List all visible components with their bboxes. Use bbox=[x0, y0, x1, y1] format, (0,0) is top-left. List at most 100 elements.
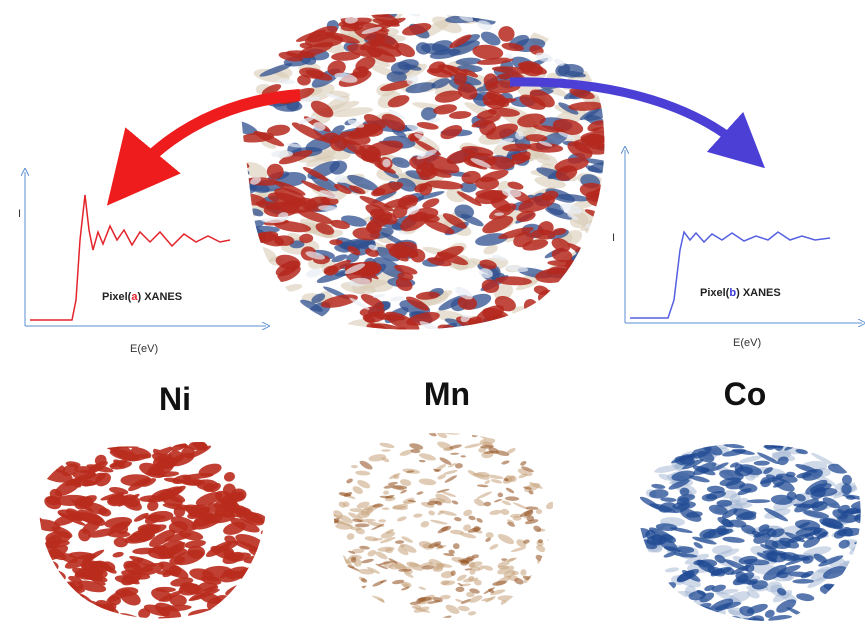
speckle bbox=[443, 469, 458, 476]
speckle bbox=[483, 565, 494, 572]
speckle bbox=[42, 568, 67, 584]
speckle bbox=[483, 12, 518, 19]
speckle bbox=[361, 558, 374, 564]
y-label: I bbox=[18, 208, 21, 220]
speckle bbox=[587, 242, 600, 247]
speckle bbox=[489, 509, 502, 516]
speckle bbox=[842, 475, 852, 485]
speckle bbox=[473, 497, 486, 507]
speckle bbox=[633, 540, 644, 546]
speckle bbox=[778, 439, 793, 447]
speckle bbox=[188, 608, 221, 621]
speckle bbox=[519, 460, 527, 467]
speckle bbox=[416, 491, 424, 496]
left-plot: I E(eV) Pixel(a) XANES bbox=[18, 172, 266, 355]
speckle bbox=[392, 485, 407, 490]
speckle bbox=[476, 490, 493, 500]
speckle bbox=[106, 433, 136, 447]
speckle bbox=[497, 532, 516, 546]
speckle bbox=[112, 551, 124, 558]
speckle bbox=[576, 255, 595, 264]
speckle bbox=[40, 560, 59, 573]
x-label: E(eV) bbox=[130, 343, 158, 355]
speckle bbox=[500, 508, 509, 515]
speckle bbox=[282, 283, 303, 293]
speckle bbox=[451, 500, 459, 506]
speckle bbox=[379, 442, 395, 449]
speckle bbox=[346, 532, 355, 541]
speckle bbox=[350, 508, 365, 512]
speckle bbox=[543, 550, 552, 556]
figure: I E(eV) Pixel(a) XANES I E(eV) Pixel(b) … bbox=[0, 0, 865, 628]
speckle bbox=[46, 573, 60, 586]
speckle bbox=[413, 513, 423, 518]
x-label: E(eV) bbox=[733, 337, 761, 349]
speckle bbox=[498, 492, 504, 497]
y-label: I bbox=[612, 232, 615, 244]
legend-prefix: Pixel( bbox=[102, 291, 132, 303]
element-label: Co bbox=[724, 376, 767, 412]
speckle bbox=[553, 537, 562, 544]
speckle bbox=[409, 330, 430, 346]
element-label: Ni bbox=[159, 381, 191, 417]
speckle bbox=[747, 499, 771, 503]
speckle bbox=[468, 515, 476, 521]
speckle bbox=[123, 438, 156, 447]
speckle bbox=[436, 430, 448, 439]
speckle bbox=[359, 7, 373, 18]
speckle bbox=[149, 618, 163, 628]
speckle bbox=[395, 540, 404, 544]
speckle bbox=[355, 470, 371, 476]
speckle bbox=[396, 515, 407, 522]
speckle bbox=[369, 594, 386, 605]
speckle bbox=[354, 585, 366, 592]
speckle bbox=[754, 460, 770, 465]
speckle bbox=[489, 543, 500, 551]
speckle bbox=[223, 471, 236, 483]
speckle bbox=[454, 516, 462, 521]
speckle bbox=[351, 465, 358, 469]
speckle bbox=[428, 510, 436, 517]
speckle bbox=[532, 524, 542, 533]
speckle bbox=[430, 519, 448, 526]
speckle bbox=[46, 574, 60, 583]
speckle bbox=[504, 601, 515, 606]
speckle bbox=[364, 536, 378, 542]
speckle bbox=[476, 517, 484, 524]
speckle bbox=[501, 460, 510, 466]
speckle bbox=[381, 449, 391, 452]
speckle bbox=[552, 525, 561, 530]
speckle bbox=[402, 5, 421, 19]
speckle bbox=[471, 430, 481, 438]
speckle bbox=[38, 571, 58, 582]
speckle bbox=[420, 520, 430, 529]
speckle bbox=[380, 603, 389, 608]
particle-mn bbox=[327, 430, 564, 622]
speckle bbox=[722, 536, 745, 544]
speckle bbox=[231, 488, 246, 500]
speckle bbox=[466, 5, 503, 17]
speckle bbox=[512, 501, 529, 510]
speckle bbox=[455, 587, 464, 593]
speckle bbox=[453, 543, 460, 549]
speckle bbox=[680, 488, 690, 496]
speckle bbox=[521, 297, 540, 316]
speckle bbox=[485, 532, 494, 539]
speckle bbox=[651, 483, 666, 490]
speckle bbox=[418, 586, 426, 591]
speckle bbox=[418, 478, 436, 486]
legend-prefix: Pixel( bbox=[700, 287, 730, 299]
speckle bbox=[665, 567, 680, 574]
speckle bbox=[224, 580, 253, 598]
speckle bbox=[736, 434, 749, 442]
speckle bbox=[477, 484, 489, 487]
speckle bbox=[511, 546, 527, 553]
speckle bbox=[490, 478, 502, 484]
speckle bbox=[444, 474, 458, 484]
speckle bbox=[383, 490, 390, 495]
speckle bbox=[855, 553, 865, 563]
speckle bbox=[63, 594, 83, 611]
speckle bbox=[541, 551, 558, 562]
speckle bbox=[419, 460, 426, 463]
speckle bbox=[458, 605, 471, 612]
